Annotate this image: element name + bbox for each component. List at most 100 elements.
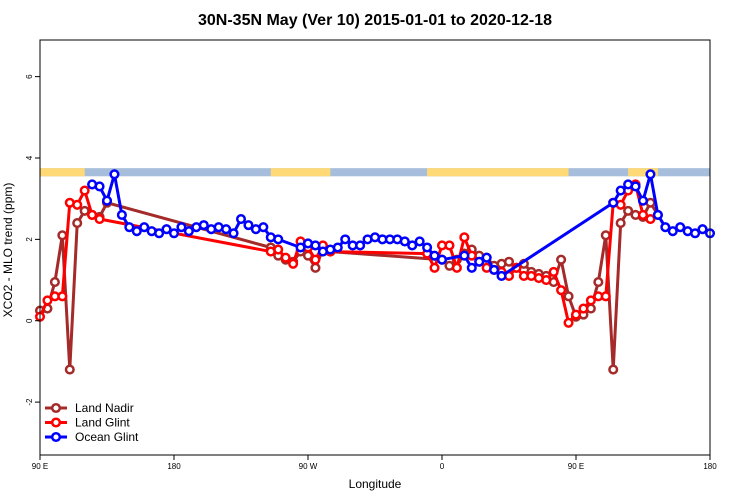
land-glint-point <box>273 244 284 255</box>
land-nadir-point <box>615 218 626 229</box>
legend-label: Land Nadir <box>75 401 134 415</box>
ocean-glint-point <box>645 169 656 180</box>
land-glint-point <box>310 254 321 265</box>
ocean-glint-point <box>131 226 142 237</box>
ocean-glint-point <box>630 181 641 192</box>
land-glint-point <box>288 258 299 269</box>
land-nadir-point <box>49 277 60 288</box>
land-nadir-point <box>79 205 90 216</box>
ocean-glint-point <box>258 222 269 233</box>
ocean-glint-point <box>340 234 351 245</box>
series-layer <box>34 169 716 375</box>
x-tick-label: 180 <box>703 462 717 471</box>
land-glint-point <box>645 213 656 225</box>
land-glint-point <box>79 185 90 196</box>
land-glint-point <box>570 309 582 320</box>
land-nadir-point <box>556 254 567 265</box>
ocean-glint-point <box>429 250 440 261</box>
ocean-glint-point <box>94 181 105 192</box>
surface-band <box>40 168 710 177</box>
ocean-glint-point <box>399 236 410 247</box>
ocean-glint-point <box>332 242 343 253</box>
ocean-glint-point <box>474 256 485 267</box>
land-glint-point <box>459 232 470 243</box>
ocean-glint-point <box>176 222 187 233</box>
ocean-glint-point <box>489 264 500 275</box>
legend-swatch-point <box>50 431 62 443</box>
land-nadir-point <box>64 364 75 375</box>
y-tick-label: 4 <box>25 155 34 160</box>
land-glint-point <box>556 285 567 296</box>
ocean-glint-point <box>221 224 232 235</box>
land-glint-point <box>563 317 574 328</box>
land-glint-point <box>280 252 291 263</box>
land-nadir-point <box>593 277 604 288</box>
land-nadir-point <box>600 230 611 241</box>
ocean-glint-point <box>608 197 619 208</box>
series-ocean-glint <box>87 169 716 282</box>
ocean-glint-point <box>422 242 433 253</box>
x-tick-label: 90 W <box>299 462 318 471</box>
ocean-glint-point <box>116 209 127 221</box>
legend-item-land-glint: Land Glint <box>45 416 130 430</box>
land-glint-point <box>585 295 596 306</box>
ocean-glint-point <box>496 270 507 282</box>
ocean-glint-point <box>109 169 120 180</box>
ocean-glint-point <box>161 224 172 235</box>
ocean-glint-point <box>615 185 626 196</box>
ocean-glint-point <box>637 195 649 206</box>
ocean-glint-point <box>414 236 425 247</box>
land-glint-point <box>600 291 611 302</box>
ocean-glint-point <box>243 220 254 231</box>
legend-item-land-nadir: Land Nadir <box>45 401 134 415</box>
ocean-glint-point <box>667 226 678 237</box>
ocean-glint-point <box>183 226 194 237</box>
ocean-glint-point <box>652 209 663 221</box>
land-nadir-point <box>57 230 68 241</box>
x-tick-label: 90 E <box>32 462 48 471</box>
ocean-glint-point <box>139 222 150 233</box>
ocean-glint-point <box>407 240 418 251</box>
ocean-glint-point <box>273 234 284 245</box>
land-glint-point <box>451 262 462 273</box>
x-axis-ticks: 90 E 180 90 W 0 90 E 180 <box>32 455 717 471</box>
chart-title: 30N-35N May (Ver 10) 2015-01-01 to 2020-… <box>198 12 552 29</box>
y-tick-label: 2 <box>25 237 34 242</box>
land-glint-point <box>444 240 455 251</box>
land-glint-point <box>42 295 53 306</box>
land-glint-point <box>429 262 440 273</box>
ocean-glint-point <box>310 240 321 251</box>
ocean-glint-point <box>124 222 135 233</box>
y-axis-ticks: -2 0 2 4 6 <box>25 74 40 406</box>
ocean-glint-point <box>101 195 113 206</box>
land-nadir-point <box>310 262 321 273</box>
legend-label: Ocean Glint <box>75 430 139 444</box>
ocean-glint-point <box>198 220 209 231</box>
ocean-glint-point <box>459 250 470 261</box>
land-glint-point <box>548 266 559 277</box>
x-tick-label: 0 <box>440 462 445 471</box>
y-axis-label: XCO2 - MLO trend (ppm) <box>1 183 15 318</box>
land-glint-point <box>541 274 552 286</box>
land-band-segment <box>628 168 658 177</box>
ocean-glint-point <box>154 228 165 239</box>
ocean-glint-point <box>697 224 708 235</box>
land-glint-point <box>578 303 589 314</box>
land-nadir-point <box>503 256 515 267</box>
legend-swatch-point <box>50 417 62 428</box>
ocean-band <box>40 168 710 177</box>
land-glint-point <box>94 213 105 225</box>
land-band-segment <box>270 168 331 177</box>
ocean-glint-point <box>466 262 477 273</box>
legend-label: Land Glint <box>75 416 130 430</box>
legend-item-ocean-glint: Ocean Glint <box>45 430 139 444</box>
land-glint-point <box>87 209 98 221</box>
ocean-glint-point <box>235 213 247 225</box>
land-glint-point <box>72 199 83 210</box>
land-band-segment <box>427 168 569 177</box>
y-tick-label: 0 <box>25 318 34 323</box>
ocean-glint-point <box>481 252 492 263</box>
ocean-glint-point <box>436 254 448 265</box>
